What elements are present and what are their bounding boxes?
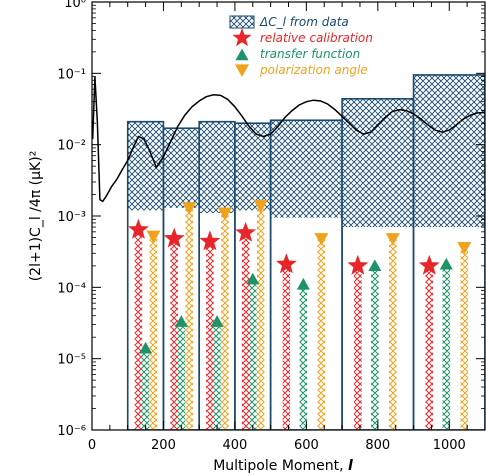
relative-calibration-star-4 (275, 253, 297, 274)
y-tick-label: 10⁻⁴ (57, 281, 86, 296)
y-tick-label: 10⁰ (64, 0, 86, 11)
x-tick-label: 200 (151, 438, 176, 453)
markers-layer (128, 199, 472, 354)
x-axis-title: Multipole Moment, l (213, 458, 353, 474)
relative-calibration-star-0 (128, 218, 149, 239)
relative-calibration-column-2 (206, 241, 214, 430)
data-band-2 (199, 121, 235, 214)
polarization-angle-triangle-2 (217, 207, 232, 221)
transfer-function-column-4 (299, 284, 308, 430)
polarization-angle-triangle-1 (182, 202, 197, 215)
legend-swatch-polarization-angle (235, 64, 249, 77)
transfer-function-triangle-0 (139, 341, 153, 354)
relative-calibration-star-2 (199, 230, 221, 251)
y-axis-title: (2l+1)C_l /4π (μK)² (28, 151, 44, 282)
legend-label: polarization angle (259, 63, 368, 77)
polarization-angle-triangle-5 (385, 233, 400, 246)
polarization-angle-column-0 (149, 236, 158, 430)
x-tick-label: 0 (88, 438, 96, 453)
x-tick-label: 800 (365, 438, 390, 453)
theory-curve (92, 76, 485, 203)
transfer-function-triangle-5 (368, 259, 382, 272)
polarization-angle-column-3 (256, 205, 265, 430)
y-tick-label: 10⁻³ (57, 210, 86, 225)
relative-calibration-column-5 (354, 265, 362, 430)
x-tick-label: 600 (294, 438, 319, 453)
data-band-5 (342, 98, 414, 228)
polarization-angle-column-1 (185, 207, 193, 430)
transfer-function-triangle-1 (174, 315, 188, 327)
relative-calibration-column-6 (425, 265, 434, 430)
bins-layer (126, 74, 485, 430)
curve-layer (92, 76, 485, 203)
relative-calibration-star-1 (163, 227, 185, 248)
polarization-angle-column-4 (317, 238, 326, 430)
y-tick-labels: 10⁰ 10⁻¹ 10⁻² 10⁻³ 10⁻⁴ 10⁻⁵ 10⁻⁶ (57, 0, 86, 439)
polarization-angle-column-6 (460, 247, 469, 430)
relative-calibration-column-4 (282, 264, 291, 430)
y-tick-label: 10⁻⁵ (57, 353, 86, 368)
transfer-function-column-3 (249, 279, 257, 430)
transfer-function-triangle-4 (296, 277, 310, 290)
transfer-function-column-6 (442, 264, 451, 430)
legend-label: relative calibration (260, 31, 373, 45)
data-band-3 (234, 123, 271, 211)
legend-label: transfer function (260, 47, 360, 61)
transfer-function-column-0 (141, 348, 150, 430)
transfer-function-triangle-6 (439, 257, 453, 270)
relative-calibration-column-1 (170, 238, 178, 430)
polarization-angle-triangle-0 (146, 230, 161, 244)
legend-swatch-transfer-function (235, 48, 249, 61)
relative-calibration-star-6 (418, 254, 440, 275)
relative-calibration-star-5 (347, 254, 369, 275)
x-axis-title-symbol: l (348, 458, 353, 474)
relative-calibration-star-3 (235, 221, 257, 242)
legend: ΔC_l from data relative calibration transf… (229, 15, 373, 77)
polarization-angle-column-2 (221, 213, 229, 430)
y-tick-label: 10⁻² (57, 139, 86, 154)
legend-label: ΔC_l from data (259, 15, 349, 29)
transfer-function-triangle-2 (210, 315, 224, 327)
relative-calibration-column-3 (241, 232, 250, 430)
transfer-function-column-2 (213, 321, 221, 430)
ticks-layer (91, 1, 486, 431)
polarization-angle-column-5 (389, 238, 397, 430)
legend-swatch-relative-calibration (232, 28, 252, 47)
transfer-function-triangle-3 (246, 272, 260, 285)
x-tick-labels: 0 200 400 600 800 1000 (88, 438, 466, 453)
x-tick-label: 400 (222, 438, 247, 453)
data-band-4 (270, 120, 343, 218)
x-tick-label: 1000 (433, 438, 466, 453)
polarization-angle-triangle-3 (253, 199, 268, 213)
legend-swatch-data (229, 15, 255, 29)
transfer-function-column-1 (177, 321, 186, 430)
data-band-1 (163, 128, 200, 208)
relative-calibration-column-0 (134, 229, 143, 430)
polarization-angle-triangle-4 (314, 233, 329, 246)
y-tick-label: 10⁻⁶ (57, 424, 86, 439)
y-tick-label: 10⁻¹ (57, 67, 86, 82)
polarization-angle-triangle-6 (457, 242, 472, 255)
data-band-6 (413, 74, 485, 228)
transfer-function-column-5 (371, 265, 379, 430)
